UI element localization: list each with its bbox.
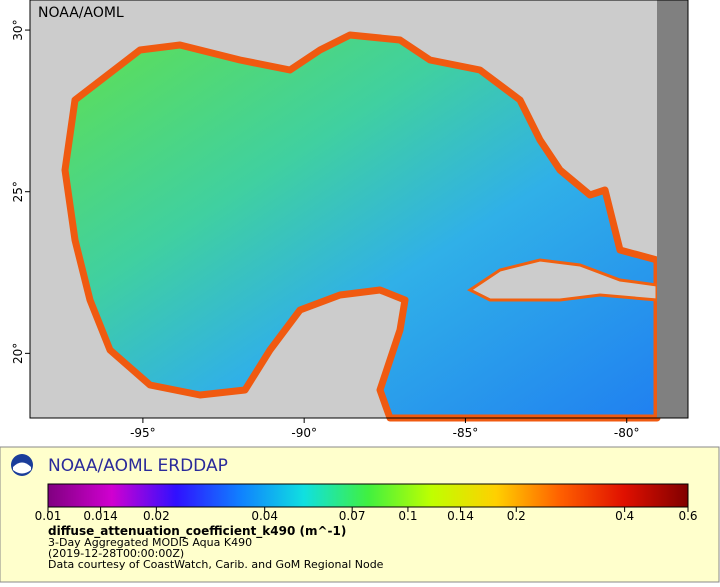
legend-line: 3-Day Aggregated MODIS Aqua K490 [48, 536, 252, 549]
colorbar-tick-label: 0.014 [83, 509, 117, 523]
x-tick-label: -90° [291, 426, 317, 440]
map-label: NOAA/AOML [38, 5, 124, 21]
colorbar-tick-label: 0.07 [339, 509, 366, 523]
y-tick-label: 25° [11, 181, 25, 202]
colorbar-tick-label: 0.6 [678, 509, 697, 523]
x-tick-label: -85° [453, 426, 479, 440]
colorbar-tick-label: 0.04 [251, 509, 278, 523]
x-tick-label: -95° [130, 426, 156, 440]
label-bg [33, 2, 133, 22]
legend-line: Data courtesy of CoastWatch, Carib. and … [48, 558, 384, 571]
legend-box [0, 446, 720, 583]
colorbar-tick-label: 0.1 [398, 509, 417, 523]
y-tick-label: 20° [11, 343, 25, 364]
colorbar [47, 483, 689, 508]
legend-line: (2019-12-28T00:00:00Z) [48, 547, 184, 560]
noaa-logo-bird [13, 462, 31, 474]
colorbar-tick-label: 0.2 [507, 509, 526, 523]
colorbar-tick-label: 0.01 [35, 509, 62, 523]
colorbar-tick-label: 0.14 [447, 509, 474, 523]
legend-title: NOAA/AOML ERDDAP [48, 456, 228, 476]
y-tick-label: 30° [11, 19, 25, 40]
variable-name: diffuse_attenuation_coefficient_k490 (m^… [48, 524, 346, 539]
colorbar-tick-label: 0.02 [143, 509, 170, 523]
colorbar-tick-label: 0.4 [615, 509, 634, 523]
map-frame [29, 0, 689, 419]
no-data-strip [657, 0, 688, 418]
x-tick-label: -80° [614, 426, 640, 440]
